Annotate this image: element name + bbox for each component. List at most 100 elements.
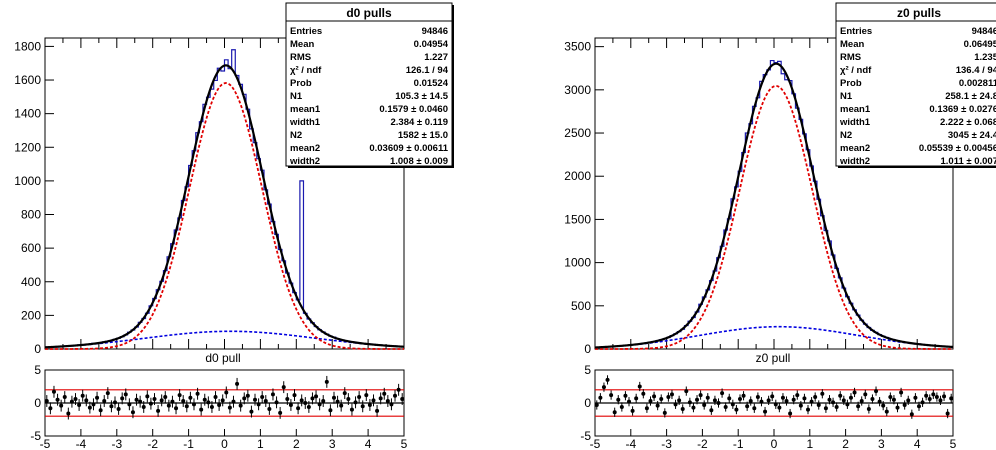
z0-residual-point: [630, 408, 635, 413]
d0-total-fit-curve: [44, 64, 405, 349]
z0-residual-point: [916, 404, 921, 409]
d0-y-tick-label: 1600: [14, 73, 41, 87]
z0-residual-point: [891, 397, 896, 402]
z0-residual-point: [788, 411, 793, 416]
d0-residual-point: [303, 401, 308, 405]
z0-residual-point: [770, 394, 775, 399]
z0-stats-label: Entries: [840, 26, 872, 37]
z0-residual-point: [859, 399, 864, 404]
z0-residual-point: [838, 393, 843, 398]
z0-residual-point: [619, 404, 624, 409]
z0-residual-point: [730, 402, 735, 407]
d0-residual-point: [321, 399, 326, 404]
z0-stats-label: mean1: [840, 104, 871, 115]
z0-stats-label: RMS: [840, 52, 861, 63]
z0-residual-point: [884, 409, 889, 414]
z0-residual-point: [945, 411, 950, 416]
z0-residual-point: [899, 390, 904, 395]
d0-residual-point: [389, 402, 394, 407]
z0-residual-point: [877, 399, 882, 404]
d0-residual-point: [220, 398, 225, 403]
d0-residual-point: [346, 397, 351, 402]
d0-residual-plot: -5 0 5 -5 -4 -3 -2 -1 0 1 2 3 4 5: [30, 363, 407, 450]
z0-residual-point: [766, 398, 771, 403]
z0-residual-point: [949, 396, 954, 401]
z0-residual-point: [852, 390, 857, 395]
z0-residual-y-tick-label: -5: [580, 429, 591, 443]
d0-residual-point: [360, 404, 365, 409]
z0-residual-point: [802, 396, 807, 401]
z0-residual-point: [623, 393, 628, 398]
d0-residual-x-tick-label: 0: [221, 437, 228, 450]
d0-residual-y-tick-label: 0: [34, 396, 41, 410]
z0-residual-point: [784, 399, 789, 404]
d0-residual-point: [91, 402, 96, 407]
z0-residual-point: [723, 404, 728, 409]
z0-residual-point: [874, 389, 879, 394]
z0-residual-point: [627, 399, 632, 404]
z0-residual-point: [698, 393, 703, 398]
d0-y-tick-label: 400: [21, 275, 41, 289]
d0-stats-box: d0 pulls Entries 94846 Mean 0.04954 RMS 1.227 χ…: [285, 2, 454, 168]
d0-stats-label: Prob: [290, 78, 312, 89]
d0-stats-value: 0.03609 ± 0.00611: [369, 143, 448, 154]
d0-stats-value: 105.3 ± 14.5: [395, 91, 448, 102]
z0-residual-point: [691, 405, 696, 410]
d0-residual-point: [148, 401, 153, 406]
d0-residual-point: [296, 406, 301, 411]
d0-y-tick-label: 600: [21, 241, 41, 255]
z0-residual-x-tick-label: 1: [806, 437, 813, 450]
d0-stats-value: 94846: [422, 26, 448, 37]
d0-residual-point: [317, 402, 322, 407]
z0-residual-point: [806, 407, 811, 412]
d0-residual-point: [382, 391, 387, 396]
d0-residual-point: [95, 395, 100, 400]
d0-residual-point: [156, 408, 161, 413]
z0-residual-point: [673, 402, 678, 407]
d0-residual-point: [335, 399, 340, 404]
z0-y-tick-label: 3500: [564, 40, 591, 54]
z0-stats-value: 2.222 ± 0.068: [940, 117, 996, 128]
d0-residual-point: [385, 399, 390, 404]
d0-residual-point: [375, 408, 380, 413]
z0-residual-point: [662, 410, 667, 415]
z0-residual-point: [791, 397, 796, 402]
z0-residual-point: [605, 377, 610, 382]
z0-residual-x-tick-label: 4: [914, 437, 921, 450]
d0-stats-label: χ² / ndf: [290, 65, 322, 76]
z0-residual-point: [695, 397, 700, 402]
z0-residual-point: [895, 405, 900, 410]
z0-y-tick-label: 1500: [564, 212, 591, 226]
d0-residual-point: [227, 405, 232, 410]
d0-residual-y-tick-label: -5: [30, 429, 41, 443]
z0-stats-label: mean2: [840, 143, 870, 154]
d0-residual-point: [364, 393, 369, 398]
z0-stats-title: z0 pulls: [897, 6, 941, 20]
z0-residual-point: [669, 392, 674, 397]
d0-residual-point: [181, 399, 186, 404]
d0-stats-label: N2: [290, 130, 302, 141]
d0-residual-point: [306, 404, 311, 409]
z0-residual-point: [845, 402, 850, 407]
d0-residual-point: [152, 397, 157, 402]
d0-residual-point: [73, 397, 78, 402]
d0-x-axis-label: d0 pull: [205, 351, 240, 365]
d0-residual-x-tick-label: 2: [293, 437, 300, 450]
d0-y-tick-label: 1000: [14, 174, 41, 188]
z0-residual-point: [745, 404, 750, 409]
z0-residual-point: [856, 404, 861, 409]
z0-residual-point: [705, 395, 710, 400]
d0-residual-point: [51, 389, 56, 394]
d0-residual-point: [235, 381, 240, 386]
z0-residual-point: [848, 395, 853, 400]
d0-y-tick-label: 800: [21, 208, 41, 222]
z0-residual-point: [763, 409, 768, 414]
d0-residual-point: [166, 403, 171, 408]
d0-residual-point: [274, 400, 279, 405]
z0-core-gaussian-curve: [595, 85, 953, 350]
z0-y-tick-label: 500: [571, 299, 591, 313]
z0-residual-point: [902, 402, 907, 407]
d0-residual-x-tick-label: 4: [365, 437, 372, 450]
z0-residual-point: [720, 391, 725, 396]
